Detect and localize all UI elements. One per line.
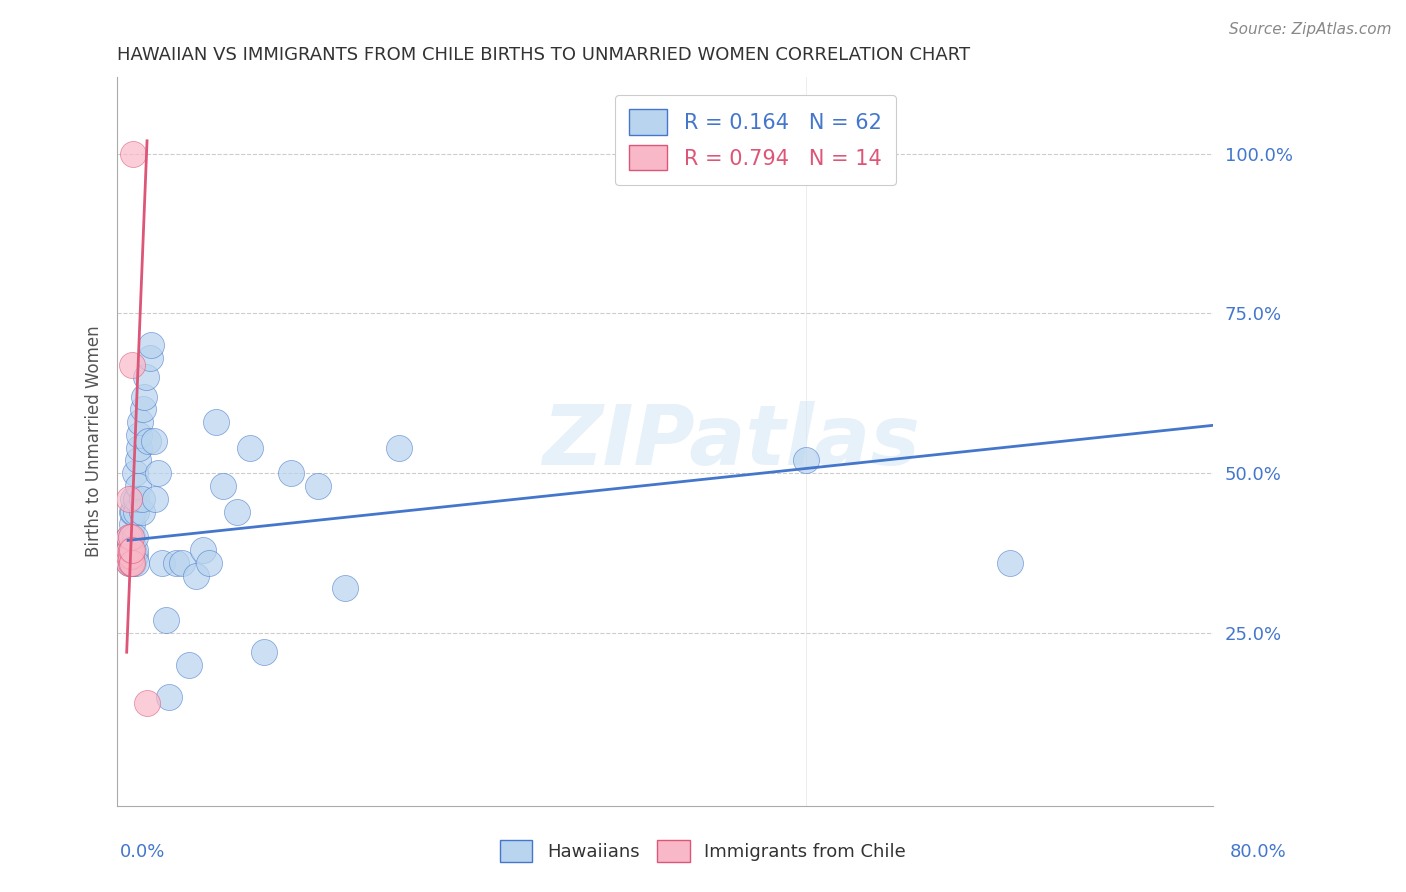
Point	[121, 505, 143, 519]
Point	[198, 556, 221, 570]
Point	[134, 390, 156, 404]
Point	[124, 549, 146, 564]
Point	[118, 549, 141, 564]
Point	[122, 543, 145, 558]
Point	[333, 582, 356, 596]
Point	[212, 479, 235, 493]
Point	[120, 549, 142, 564]
Point	[388, 441, 411, 455]
Point	[121, 543, 143, 558]
Point	[136, 697, 159, 711]
Point	[121, 530, 143, 544]
Point	[239, 441, 262, 455]
Point	[120, 543, 142, 558]
Point	[155, 613, 177, 627]
Point	[127, 453, 149, 467]
Point	[157, 690, 180, 704]
Point	[998, 556, 1021, 570]
Text: 0.0%: 0.0%	[120, 843, 165, 861]
Point	[142, 434, 165, 449]
Point	[172, 556, 194, 570]
Legend: Hawaiians, Immigrants from Chile: Hawaiians, Immigrants from Chile	[492, 833, 914, 870]
Point	[125, 505, 148, 519]
Point	[124, 543, 146, 558]
Point	[307, 479, 329, 493]
Point	[121, 556, 143, 570]
Point	[128, 441, 150, 455]
Point	[121, 543, 143, 558]
Point	[120, 549, 142, 564]
Point	[118, 530, 141, 544]
Point	[131, 505, 153, 519]
Point	[143, 491, 166, 506]
Point	[122, 556, 145, 570]
Point	[118, 543, 141, 558]
Point	[120, 530, 142, 544]
Point	[122, 146, 145, 161]
Point	[121, 517, 143, 532]
Legend: R = 0.164   N = 62, R = 0.794   N = 14: R = 0.164 N = 62, R = 0.794 N = 14	[614, 95, 896, 185]
Point	[125, 556, 148, 570]
Point	[225, 505, 247, 519]
Point	[253, 645, 276, 659]
Point	[205, 415, 228, 429]
Point	[127, 479, 149, 493]
Point	[128, 428, 150, 442]
Point	[122, 505, 145, 519]
Point	[118, 530, 141, 544]
Point	[118, 549, 141, 564]
Y-axis label: Births to Unmarried Women: Births to Unmarried Women	[86, 326, 103, 558]
Point	[138, 434, 160, 449]
Point	[118, 556, 141, 570]
Point	[120, 530, 142, 544]
Point	[165, 556, 187, 570]
Text: ZIPatlas: ZIPatlas	[543, 401, 920, 482]
Point	[177, 658, 200, 673]
Point	[120, 556, 142, 570]
Point	[118, 556, 141, 570]
Point	[184, 568, 207, 582]
Point	[121, 556, 143, 570]
Point	[132, 402, 155, 417]
Point	[139, 338, 162, 352]
Point	[122, 549, 145, 564]
Text: 80.0%: 80.0%	[1230, 843, 1286, 861]
Point	[121, 358, 143, 372]
Point	[131, 491, 153, 506]
Point	[121, 549, 143, 564]
Point	[124, 467, 146, 481]
Point	[125, 491, 148, 506]
Point	[118, 491, 141, 506]
Point	[129, 415, 152, 429]
Point	[120, 556, 142, 570]
Point	[135, 370, 157, 384]
Point	[139, 351, 162, 366]
Point	[124, 530, 146, 544]
Point	[122, 491, 145, 506]
Point	[191, 543, 214, 558]
Text: Source: ZipAtlas.com: Source: ZipAtlas.com	[1229, 22, 1392, 37]
Point	[796, 453, 818, 467]
Point	[120, 543, 142, 558]
Point	[280, 467, 302, 481]
Point	[150, 556, 173, 570]
Text: HAWAIIAN VS IMMIGRANTS FROM CHILE BIRTHS TO UNMARRIED WOMEN CORRELATION CHART: HAWAIIAN VS IMMIGRANTS FROM CHILE BIRTHS…	[117, 46, 970, 64]
Point	[118, 543, 141, 558]
Point	[146, 467, 169, 481]
